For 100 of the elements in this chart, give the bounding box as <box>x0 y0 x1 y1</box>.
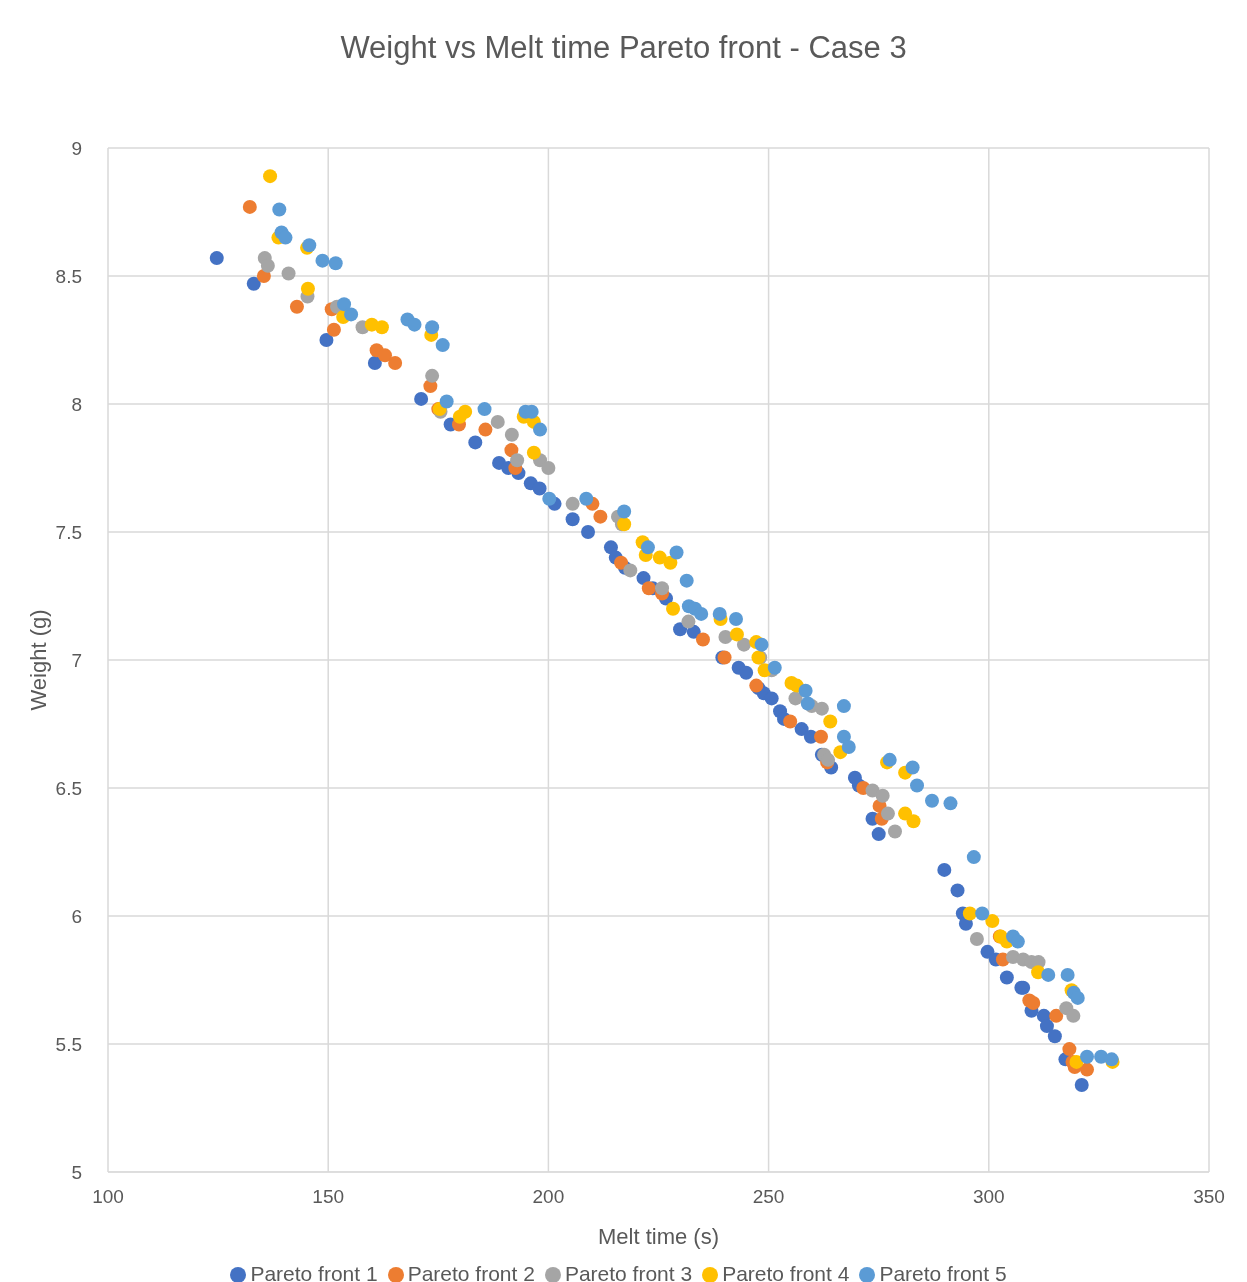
point <box>1039 1019 1054 1034</box>
point <box>263 169 278 184</box>
point <box>962 906 977 921</box>
point <box>541 461 556 475</box>
point <box>636 571 651 586</box>
x-tick-label: 150 <box>312 1186 345 1208</box>
point <box>1070 990 1085 1005</box>
point <box>532 481 547 496</box>
x-tick-label: 100 <box>92 1186 124 1208</box>
point <box>823 714 838 729</box>
x-tick-label: 200 <box>532 1186 565 1208</box>
point <box>1069 1054 1084 1069</box>
point <box>652 550 667 565</box>
point <box>950 883 965 898</box>
point <box>388 356 403 371</box>
point <box>565 496 580 511</box>
point <box>1060 967 1075 982</box>
point <box>898 806 913 821</box>
point <box>663 555 678 570</box>
y-tick-label: 6 <box>71 905 82 927</box>
point <box>1049 1008 1064 1023</box>
point <box>458 404 473 419</box>
point <box>260 258 275 273</box>
y-tick-label: 5.5 <box>55 1033 82 1055</box>
point <box>477 402 492 417</box>
point <box>278 230 293 245</box>
point <box>1066 1008 1081 1023</box>
point <box>246 276 261 291</box>
point <box>764 691 779 706</box>
point <box>712 606 727 621</box>
point <box>729 627 744 642</box>
point <box>439 394 454 409</box>
legend-label: Pareto front 4 <box>722 1262 850 1282</box>
point <box>999 970 1014 985</box>
point <box>374 320 389 335</box>
point <box>783 714 798 729</box>
point <box>1062 1042 1077 1057</box>
point <box>425 320 440 335</box>
point <box>871 827 886 842</box>
point <box>328 256 343 271</box>
point <box>681 614 696 629</box>
point <box>924 793 939 808</box>
point <box>798 683 813 698</box>
legend-label: Pareto front 3 <box>564 1262 693 1282</box>
point <box>910 778 925 793</box>
point <box>673 622 688 637</box>
y-tick-label: 9 <box>71 137 82 159</box>
point <box>666 601 681 616</box>
point <box>533 422 548 437</box>
point <box>905 760 920 775</box>
point <box>788 691 803 706</box>
point <box>1010 934 1025 949</box>
point <box>617 504 632 519</box>
point <box>326 322 341 337</box>
point <box>242 199 257 214</box>
point <box>694 606 709 621</box>
point <box>985 914 1000 929</box>
point <box>526 445 541 460</box>
chart-title: Weight vs Melt time Pareto front - Case 3 <box>339 29 908 67</box>
point <box>490 414 505 429</box>
y-tick-label: 6.5 <box>55 777 82 799</box>
legend-label: Pareto front 1 <box>250 1262 378 1282</box>
point <box>729 612 744 627</box>
point <box>875 788 890 803</box>
x-axis-title: Melt time (s) <box>598 1224 719 1249</box>
legend-label: Pareto front 5 <box>879 1262 1007 1282</box>
point <box>1080 1062 1095 1077</box>
point <box>468 435 483 450</box>
point <box>880 806 895 821</box>
point <box>800 696 815 711</box>
point <box>593 509 608 524</box>
point <box>435 338 450 353</box>
point <box>679 573 694 588</box>
point <box>906 814 921 829</box>
point <box>542 491 557 506</box>
point <box>739 665 754 680</box>
point <box>943 796 958 811</box>
point <box>315 253 330 268</box>
point <box>300 281 315 296</box>
point <box>407 317 422 332</box>
y-axis-title: Weight (g) <box>25 609 51 711</box>
point <box>565 512 580 527</box>
point <box>504 427 519 442</box>
y-tick-label: 7 <box>71 649 82 671</box>
point <box>281 266 296 281</box>
point <box>641 581 656 596</box>
point <box>1047 1029 1062 1044</box>
point <box>289 299 304 314</box>
y-tick-label: 8 <box>71 393 82 415</box>
point <box>794 722 809 737</box>
point <box>1026 996 1041 1011</box>
point <box>579 491 594 506</box>
point <box>272 202 287 217</box>
point <box>814 729 829 744</box>
point <box>975 906 990 921</box>
point <box>754 637 769 652</box>
point <box>319 333 334 347</box>
x-tick-label: 250 <box>752 1186 785 1208</box>
point <box>814 701 829 716</box>
point <box>378 348 393 363</box>
